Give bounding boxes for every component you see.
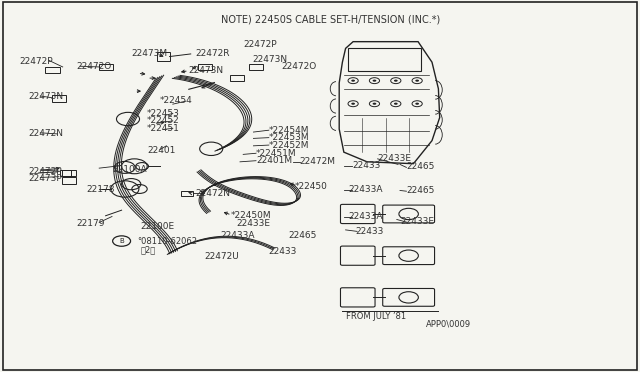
Bar <box>62 177 76 184</box>
Text: 22178: 22178 <box>86 185 115 194</box>
Text: *22451: *22451 <box>147 124 180 133</box>
Text: 22473N: 22473N <box>253 55 288 64</box>
Text: 22433: 22433 <box>355 227 383 236</box>
Circle shape <box>415 103 419 105</box>
Text: 22401: 22401 <box>147 146 175 155</box>
Text: NOTE) 22450S CABLE SET-H/TENSION (INC.*): NOTE) 22450S CABLE SET-H/TENSION (INC.*) <box>221 15 440 25</box>
Text: 22472O: 22472O <box>282 62 317 71</box>
Text: 22472P: 22472P <box>19 57 53 66</box>
Text: 22473N: 22473N <box>189 66 224 75</box>
Text: 22433A: 22433A <box>349 185 383 194</box>
Text: APP0\0009: APP0\0009 <box>426 319 471 328</box>
Text: 22472P: 22472P <box>29 167 63 176</box>
Text: 22401M: 22401M <box>256 156 292 165</box>
Text: 22433: 22433 <box>269 247 297 256</box>
Text: *22453: *22453 <box>147 109 180 118</box>
Bar <box>62 170 76 176</box>
Circle shape <box>394 80 397 82</box>
Text: *22452M: *22452M <box>269 141 309 150</box>
Bar <box>157 52 170 61</box>
Text: *22454M: *22454M <box>269 126 309 135</box>
Text: 22433E: 22433E <box>378 154 412 163</box>
Circle shape <box>372 103 376 105</box>
Text: *22453M: *22453M <box>269 133 309 142</box>
Text: 22465: 22465 <box>406 162 435 171</box>
Text: 22472M: 22472M <box>300 157 335 166</box>
Text: *22451M: *22451M <box>256 149 296 158</box>
Text: 22472P: 22472P <box>243 40 277 49</box>
Circle shape <box>351 103 355 105</box>
Text: 22473M: 22473M <box>131 49 167 58</box>
Text: 22465: 22465 <box>288 231 316 240</box>
Text: FROM JULY ’81: FROM JULY ’81 <box>346 312 406 321</box>
Text: 22472N: 22472N <box>29 129 64 138</box>
Text: 22472R: 22472R <box>195 49 230 58</box>
Text: 22473P: 22473P <box>29 174 63 183</box>
Text: *22450: *22450 <box>294 182 327 191</box>
Text: °08110-62062: °08110-62062 <box>138 237 198 246</box>
Text: 22473N: 22473N <box>29 92 64 101</box>
Circle shape <box>351 80 355 82</box>
Bar <box>230 75 244 81</box>
Text: 22472O: 22472O <box>77 62 112 71</box>
Bar <box>60 170 71 176</box>
Circle shape <box>415 80 419 82</box>
Text: 22433A: 22433A <box>221 231 255 240</box>
Bar <box>198 64 212 70</box>
Text: 22472N: 22472N <box>195 189 230 198</box>
Text: 22100A: 22100A <box>112 165 147 174</box>
Text: 22100E: 22100E <box>141 222 175 231</box>
Bar <box>249 64 263 70</box>
Text: *22450M: *22450M <box>230 211 271 220</box>
Text: *22454: *22454 <box>160 96 193 105</box>
Bar <box>52 95 66 102</box>
Bar <box>181 191 193 196</box>
Text: 22179: 22179 <box>77 219 106 228</box>
Text: B: B <box>119 238 124 244</box>
Text: 22465: 22465 <box>406 186 435 195</box>
Circle shape <box>372 80 376 82</box>
Bar <box>99 64 113 70</box>
Text: 22433E: 22433E <box>237 219 271 228</box>
Text: *22452: *22452 <box>147 116 180 125</box>
Text: 22433E: 22433E <box>400 217 434 226</box>
Text: 22472U: 22472U <box>205 252 239 261</box>
Bar <box>45 67 60 73</box>
Text: （2）: （2） <box>141 246 156 254</box>
Circle shape <box>394 103 397 105</box>
Text: 22433: 22433 <box>352 161 380 170</box>
Text: 22433A: 22433A <box>349 212 383 221</box>
